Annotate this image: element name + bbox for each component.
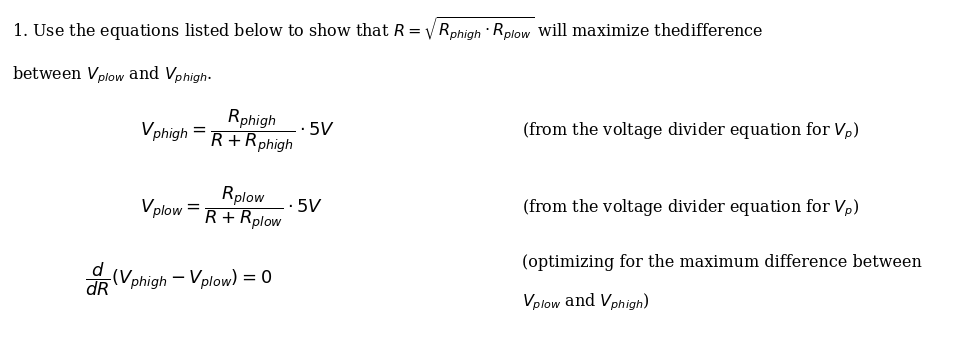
Text: (optimizing for the maximum difference between: (optimizing for the maximum difference b… xyxy=(522,254,922,271)
Text: $V_{phigh} = \dfrac{R_{phigh}}{R + R_{phigh}} \cdot 5V$: $V_{phigh} = \dfrac{R_{phigh}}{R + R_{ph… xyxy=(140,107,335,155)
Text: 1. Use the equations listed below to show that $R = \sqrt{R_{phigh} \cdot R_{plo: 1. Use the equations listed below to sho… xyxy=(12,15,763,43)
Text: (from the voltage divider equation for $V_p$): (from the voltage divider equation for $… xyxy=(522,197,859,219)
Text: $V_{plow}$ and $V_{phigh}$): $V_{plow}$ and $V_{phigh}$) xyxy=(522,291,649,313)
Text: (from the voltage divider equation for $V_p$): (from the voltage divider equation for $… xyxy=(522,120,859,142)
Text: $\dfrac{d}{dR}(V_{phigh} - V_{plow}) = 0$: $\dfrac{d}{dR}(V_{phigh} - V_{plow}) = 0… xyxy=(85,261,272,298)
Text: between $V_{plow}$ and $V_{phigh}$.: between $V_{plow}$ and $V_{phigh}$. xyxy=(12,65,213,86)
Text: $V_{plow} = \dfrac{R_{plow}}{R + R_{plow}} \cdot 5V$: $V_{plow} = \dfrac{R_{plow}}{R + R_{plow… xyxy=(140,184,324,232)
